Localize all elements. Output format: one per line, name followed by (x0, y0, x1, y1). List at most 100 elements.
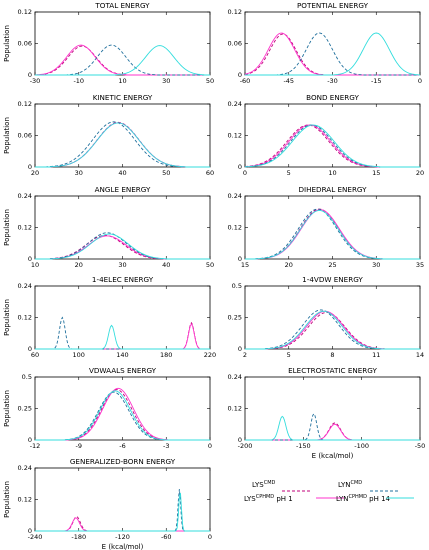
y-axis-label: Population (3, 299, 11, 336)
series-line-lys-cphmd (244, 32, 420, 76)
x-tick-label: 0 (208, 533, 212, 541)
x-tick-label: 11 (372, 351, 380, 359)
panel-title: POTENTIAL ENERGY (297, 1, 369, 10)
x-tick-label: 180 (160, 351, 172, 359)
x-tick-label: 0 (243, 169, 247, 177)
y-tick-label: 0 (28, 255, 32, 263)
x-tick-label: 30 (118, 261, 126, 269)
y-tick-label: 0 (238, 345, 242, 353)
x-tick-label: -12 (30, 442, 41, 450)
series-line-lys-cmd (245, 208, 420, 260)
plot-frame (244, 195, 421, 260)
y-tick-label: 0 (238, 436, 242, 444)
series-line-lys-cmd (35, 45, 210, 76)
y-axis-label: Population (3, 117, 11, 154)
x-axis-label: E (kcal/mol) (312, 452, 354, 460)
series-line-lys-cphmd (245, 423, 420, 441)
x-tick-label: -200 (238, 442, 253, 450)
y-tick-label: 0.24 (18, 282, 32, 290)
x-axis-label: E (kcal/mol) (102, 543, 144, 550)
x-tick-label: 60 (206, 169, 214, 177)
y-tick-label: 0.25 (18, 405, 32, 413)
series-line-lyn-cmd (35, 391, 210, 441)
legend-label-lyn-cmd: LYNCMD (338, 480, 362, 489)
series-line-lyn-cphmd (245, 209, 420, 260)
series-line-lys-cmd (35, 121, 210, 168)
panel-6: DIHEDRAL ENERGY 15 20 25 30 35 0 0.12 0.24 (228, 185, 425, 269)
y-tick-label: 0.12 (228, 224, 242, 232)
x-tick-label: -9 (76, 442, 82, 450)
y-tick-label: 0.24 (18, 464, 32, 472)
series-line-lys-cphmd (35, 122, 210, 168)
x-tick-label: -120 (115, 533, 130, 541)
x-tick-label: 50 (162, 169, 170, 177)
series-line-lyn-cmd (245, 412, 420, 441)
series-line-lyn-cphmd (245, 310, 420, 350)
y-tick-label: 0.25 (228, 314, 242, 322)
legend-label-lyn-cphmd: LYNCPHMD pH 14 (336, 494, 391, 503)
x-tick-label: -60 (240, 77, 251, 85)
series-line-lyn-cmd (35, 488, 210, 532)
y-tick-label: 0.12 (228, 405, 242, 413)
plot-frame (244, 376, 421, 441)
panel-4: BOND ENERGY 0 5 10 15 20 0 0.12 0.24 (228, 93, 425, 177)
y-tick-label: 0 (28, 163, 32, 171)
x-tick-label: 40 (162, 261, 170, 269)
series-line-lyn-cmd (245, 32, 420, 76)
y-axis-label: Population (3, 209, 11, 246)
series-line-lyn-cmd (35, 121, 210, 168)
x-tick-label: 20 (285, 261, 293, 269)
x-tick-label: -30 (30, 77, 41, 85)
plot-frame (34, 467, 211, 532)
y-tick-label: 0.5 (232, 282, 242, 290)
y-tick-label: 0.12 (228, 8, 242, 16)
panel-2: POTENTIAL ENERGY -60 -45 -30 -15 0 0 0.06 0.12 (228, 1, 423, 85)
x-tick-label: 5 (287, 351, 291, 359)
series-line-lyn-cphmd (245, 415, 420, 441)
y-tick-label: 0 (238, 71, 242, 79)
x-tick-label: 50 (206, 261, 214, 269)
x-tick-label: 14 (416, 351, 424, 359)
panel-title: TOTAL ENERGY (94, 1, 150, 10)
x-tick-label: 220 (204, 351, 216, 359)
series-line-lyn-cphmd (245, 32, 420, 76)
x-tick-label: 0 (208, 442, 212, 450)
plot-frame (34, 285, 211, 350)
x-tick-label: -45 (283, 77, 294, 85)
y-tick-label: 0 (238, 255, 242, 263)
panel-title: 1-4ELEC ENERGY (92, 275, 154, 284)
x-tick-label: 30 (162, 77, 170, 85)
y-tick-label: 0 (28, 436, 32, 444)
x-tick-label: 60 (31, 351, 39, 359)
x-tick-label: 8 (330, 351, 334, 359)
panel-9: VDWAALS ENERGY -12 -9 -6 -3 0 0 0.25 0.5 Populati… (3, 366, 212, 450)
series-line-lys-cmd (245, 312, 420, 350)
x-tick-label: 15 (241, 261, 249, 269)
y-tick-label: 0.12 (228, 132, 242, 140)
x-tick-label: 10 (31, 261, 39, 269)
series-line-lyn-cphmd (35, 233, 210, 260)
y-tick-label: 0.12 (18, 496, 32, 504)
series-line-lyn-cphmd (35, 324, 210, 350)
x-tick-label: 100 (73, 351, 85, 359)
x-tick-label: 30 (372, 261, 380, 269)
legend-label-lys-cphmd: LYSCPHMD pH 1 (244, 494, 293, 503)
y-tick-label: 0 (238, 163, 242, 171)
panel-title: DIHEDRAL ENERGY (298, 185, 367, 194)
y-tick-label: 0 (28, 345, 32, 353)
series-line-lyn-cmd (35, 44, 210, 76)
x-tick-label: 2 (243, 351, 247, 359)
x-tick-label: 0 (418, 77, 422, 85)
x-tick-label: -60 (161, 533, 172, 541)
series-line-lys-cmd (244, 33, 420, 76)
y-axis-label: Population (3, 481, 11, 518)
x-tick-label: -100 (354, 442, 369, 450)
x-tick-label: 140 (116, 351, 128, 359)
x-tick-label: -15 (371, 77, 382, 85)
series-line-lyn-cphmd (35, 45, 210, 76)
series-line-lyn-cphmd (244, 124, 420, 168)
y-tick-label: 0.06 (18, 132, 32, 140)
x-tick-label: -10 (73, 77, 84, 85)
panel-1: TOTAL ENERGY -30 -10 10 30 50 0 0.06 0.12 Populat… (3, 1, 214, 85)
